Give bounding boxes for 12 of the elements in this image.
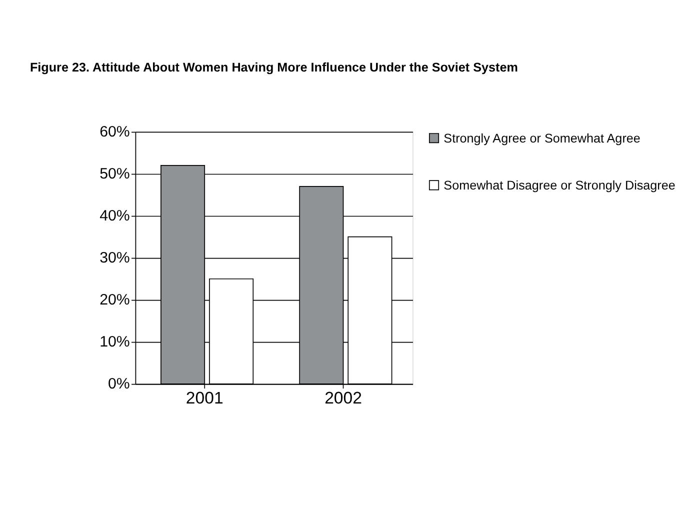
y-tick-label: 50% (100, 165, 130, 182)
y-tick-label: 0% (108, 376, 130, 393)
x-tick-label: 2002 (324, 388, 362, 408)
legend-label: Strongly Agree or Somewhat Agree (444, 131, 640, 146)
chart-title: Figure 23. Attitude About Women Having More Influence Under the Soviet System (30, 60, 518, 74)
y-tick-label: 10% (100, 334, 130, 350)
y-tick-label: 20% (100, 291, 130, 308)
y-tick-label: 30% (100, 249, 130, 266)
y-tick-label: 60% (100, 123, 130, 140)
x-tick-label: 2001 (186, 388, 224, 408)
legend-label: Somewhat Disagree or Strongly Disagree (444, 178, 676, 192)
y-tick-label: 40% (100, 207, 130, 224)
